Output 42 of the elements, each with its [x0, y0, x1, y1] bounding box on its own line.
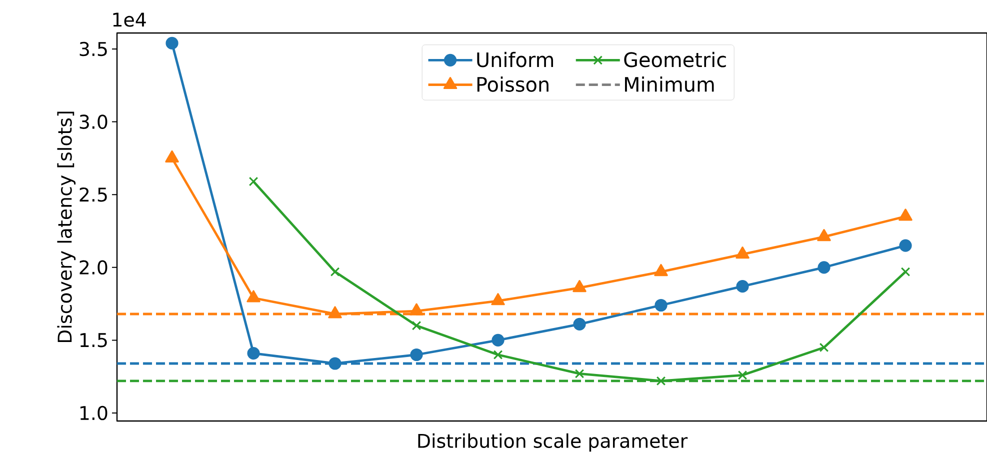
point: [656, 376, 666, 386]
point: [165, 150, 179, 163]
point: [412, 320, 422, 330]
point: [247, 346, 260, 360]
y-tick-label: 3.5: [80, 42, 107, 56]
y-tick-label: 3.0: [80, 114, 108, 129]
point: [736, 280, 749, 293]
legend-label: Geometric: [624, 52, 726, 68]
point: [246, 290, 260, 302]
point: [410, 303, 424, 316]
y-axis-title: Discovery latency [slots]: [57, 112, 76, 342]
point: [898, 208, 912, 221]
x-axis-title: Distribution scale parameter: [418, 433, 688, 452]
point: [410, 348, 423, 362]
point: [736, 246, 750, 259]
point: [491, 293, 505, 306]
point: [166, 36, 178, 50]
point: [573, 318, 586, 330]
point: [330, 267, 340, 276]
point: [248, 176, 258, 186]
point: [899, 239, 912, 252]
point: [900, 267, 910, 276]
point: [819, 342, 829, 352]
y-tick-label: 1.0: [80, 406, 108, 420]
y-tick-label: 1.5: [80, 333, 107, 348]
text: 1e4: [113, 12, 146, 27]
point: [654, 298, 668, 312]
legend-label: Minimum: [625, 76, 714, 92]
point: [493, 350, 503, 360]
point: [328, 306, 342, 318]
y-tick-label: 2.0: [80, 260, 108, 275]
legend-label: Poisson: [477, 76, 548, 92]
point: [817, 229, 831, 242]
legend-label: Uniform: [477, 52, 554, 68]
point: [738, 370, 748, 380]
point: [572, 280, 586, 292]
point: [492, 334, 504, 346]
y-tick-label: 2.5: [80, 187, 107, 202]
point: [818, 261, 830, 274]
point: [654, 264, 668, 276]
point: [574, 368, 584, 378]
point: [328, 357, 342, 370]
